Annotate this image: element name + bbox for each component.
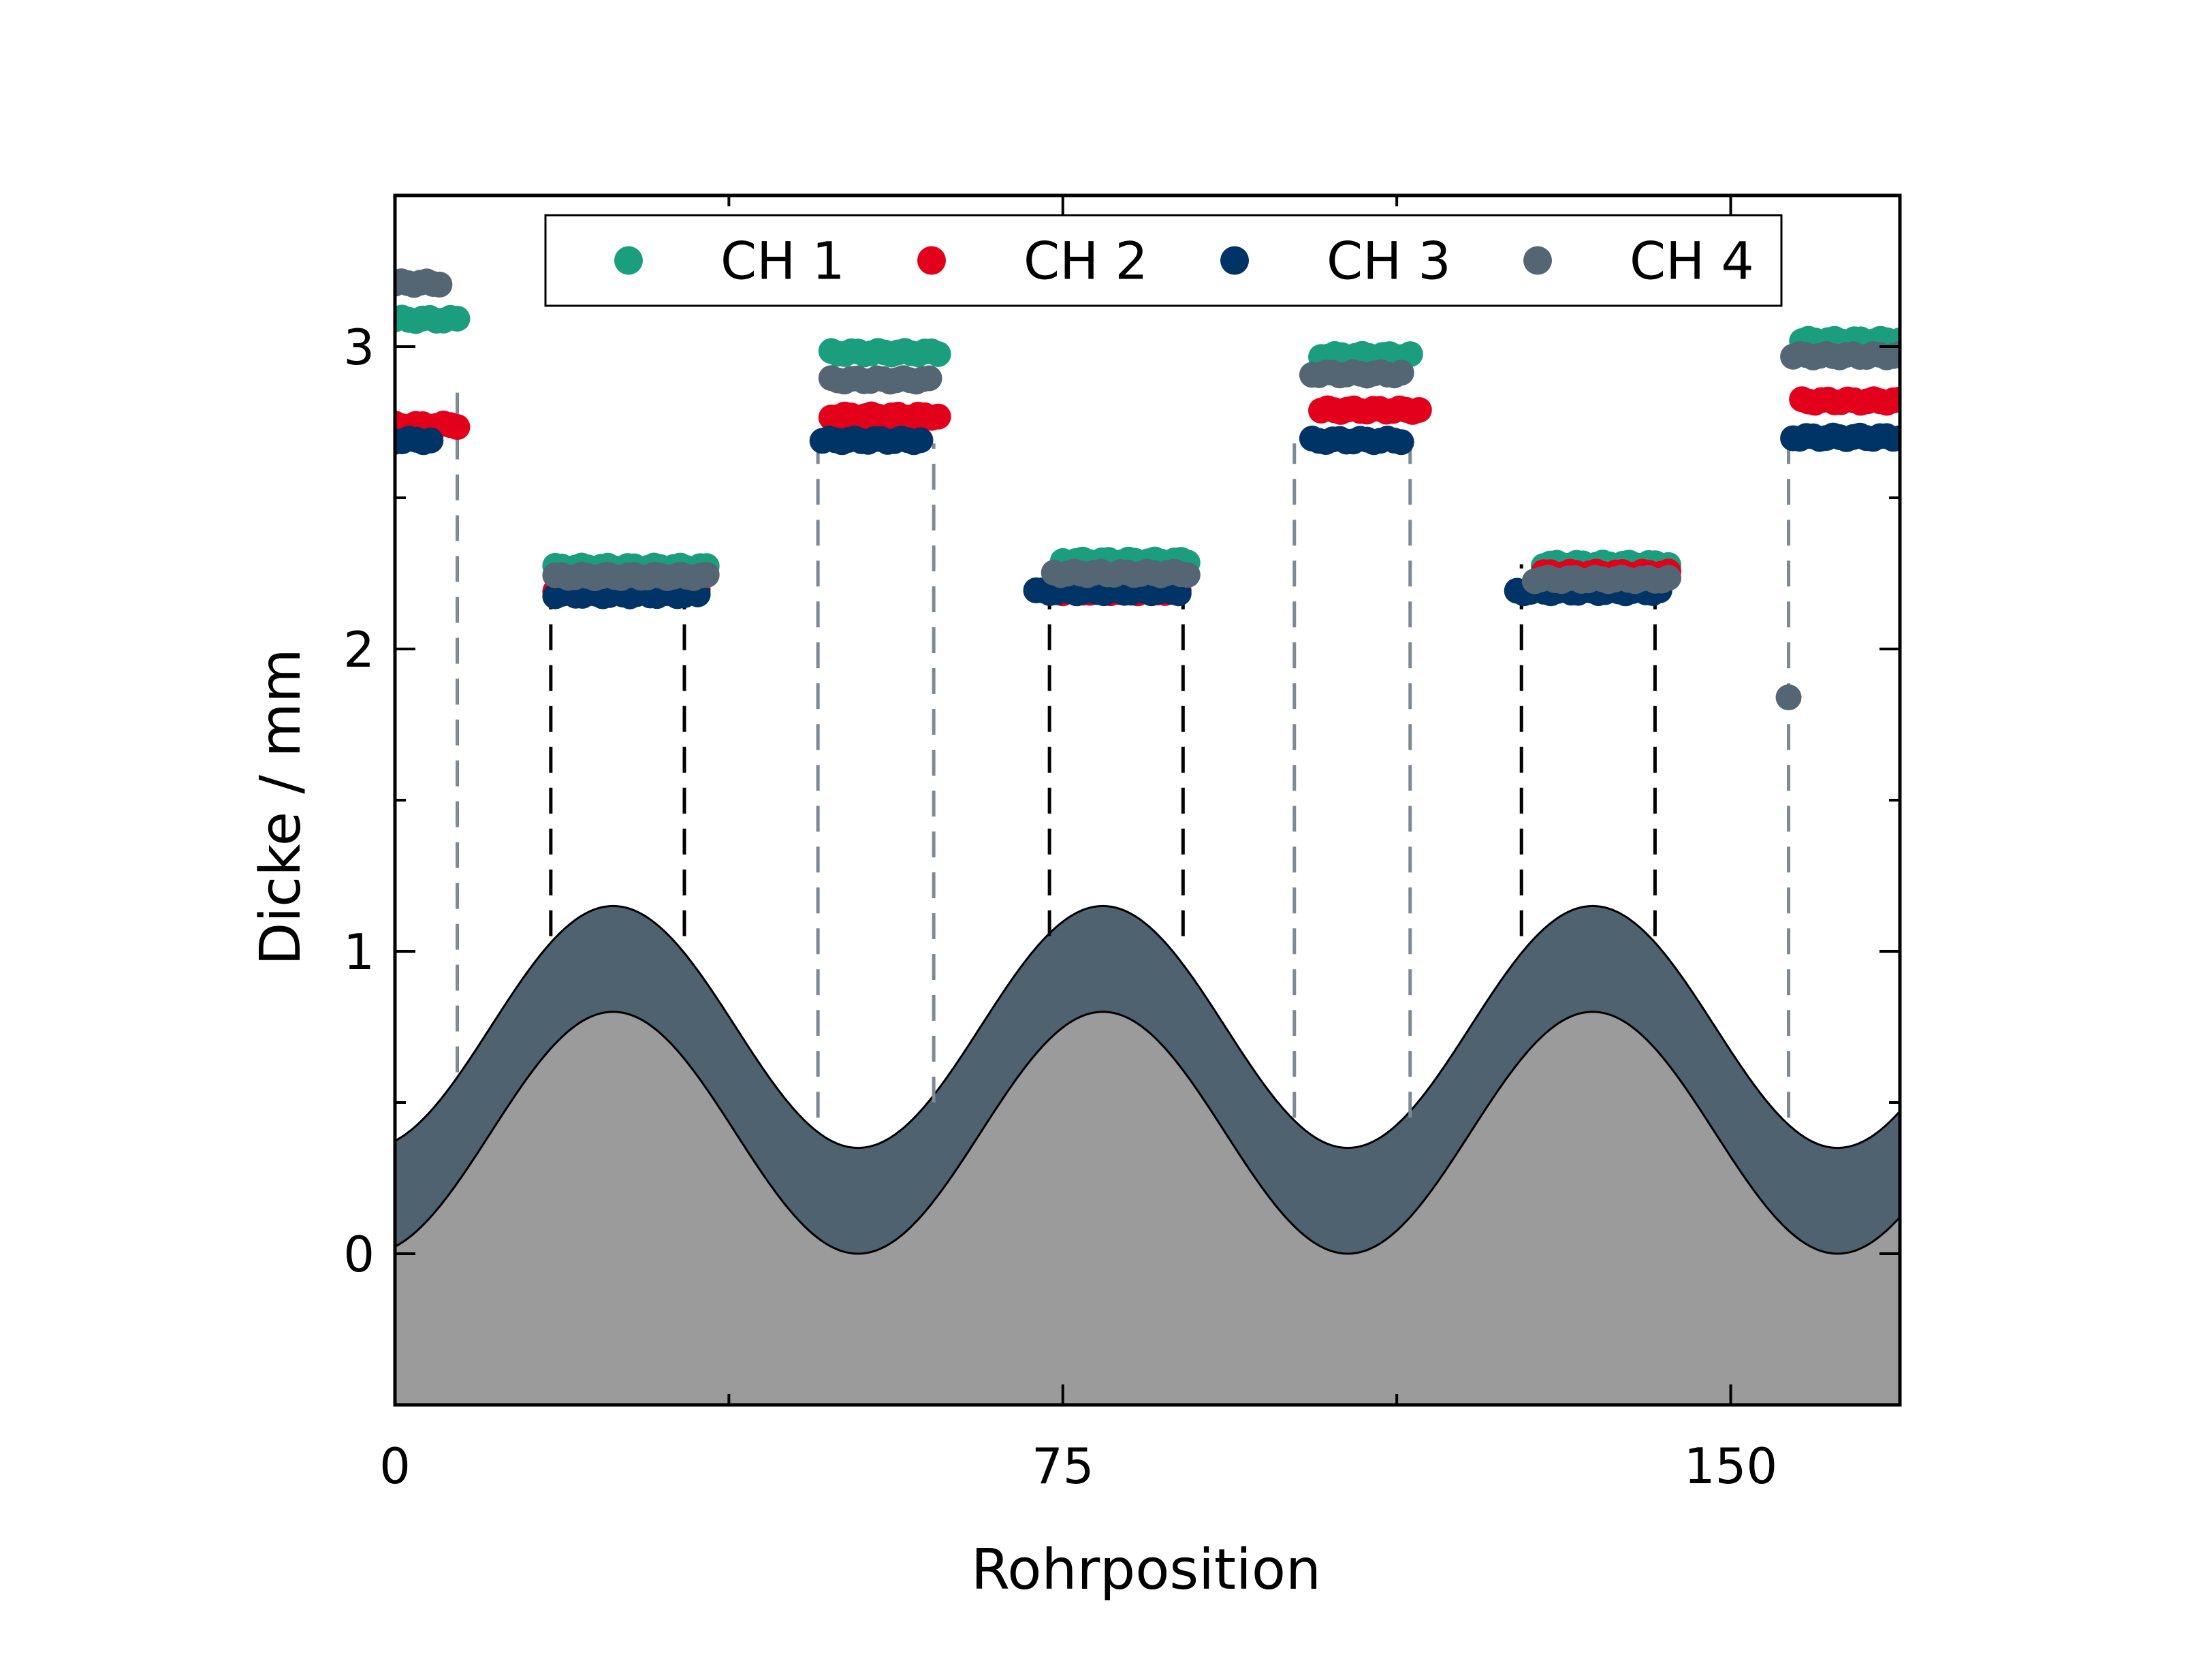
legend-label-2: CH 2 bbox=[1023, 231, 1148, 291]
axes: 0 75 150 0 1 2 3 bbox=[343, 193, 1902, 1495]
x-tick-label: 75 bbox=[1032, 1438, 1094, 1495]
legend-label-1: CH 1 bbox=[720, 231, 845, 291]
series-1 bbox=[395, 304, 1900, 582]
data-point bbox=[444, 414, 471, 441]
inner-contour bbox=[395, 1011, 1900, 1255]
data-point bbox=[925, 403, 951, 430]
data-point bbox=[1887, 425, 1900, 451]
legend-label-4: CH 4 bbox=[1630, 231, 1754, 291]
y-tick-label: 1 bbox=[343, 923, 375, 981]
inner-band bbox=[395, 1011, 1900, 1405]
y-tick-label: 3 bbox=[343, 319, 375, 376]
data-point bbox=[444, 306, 471, 332]
legend: CH 1 CH 2 CH 3 CH 4 bbox=[544, 214, 1783, 307]
x-tick-label: 0 bbox=[379, 1438, 411, 1495]
x-axis-title: Rohrposition bbox=[971, 1538, 1321, 1602]
data-point bbox=[1887, 386, 1900, 413]
y-tick-label: 2 bbox=[343, 621, 375, 678]
y-axis-title: Dicke / mm bbox=[249, 648, 313, 966]
y-tick-label: 0 bbox=[343, 1226, 375, 1283]
legend-marker-4 bbox=[1523, 246, 1552, 275]
data-point bbox=[1775, 684, 1802, 711]
legend-label-3: CH 3 bbox=[1327, 231, 1451, 291]
data-point bbox=[1174, 562, 1201, 588]
x-tick-label: 150 bbox=[1684, 1438, 1777, 1495]
legend-marker-3 bbox=[1220, 246, 1249, 275]
legend-marker-1 bbox=[614, 246, 643, 275]
legend-marker-2 bbox=[917, 246, 946, 275]
legend-box bbox=[544, 214, 1783, 307]
plot-area bbox=[395, 268, 1900, 1405]
data-point bbox=[426, 271, 453, 298]
series-4 bbox=[395, 268, 1900, 711]
data-point bbox=[1655, 565, 1681, 591]
data-point bbox=[417, 427, 444, 454]
data-point bbox=[1406, 397, 1432, 423]
plot-content bbox=[395, 268, 1900, 1405]
data-point bbox=[916, 365, 942, 392]
outer-contour bbox=[395, 904, 1900, 1150]
data-point bbox=[693, 562, 720, 588]
data-point bbox=[1388, 360, 1414, 386]
data-point bbox=[1388, 429, 1414, 456]
data-point bbox=[907, 427, 934, 454]
data-point bbox=[925, 341, 951, 367]
